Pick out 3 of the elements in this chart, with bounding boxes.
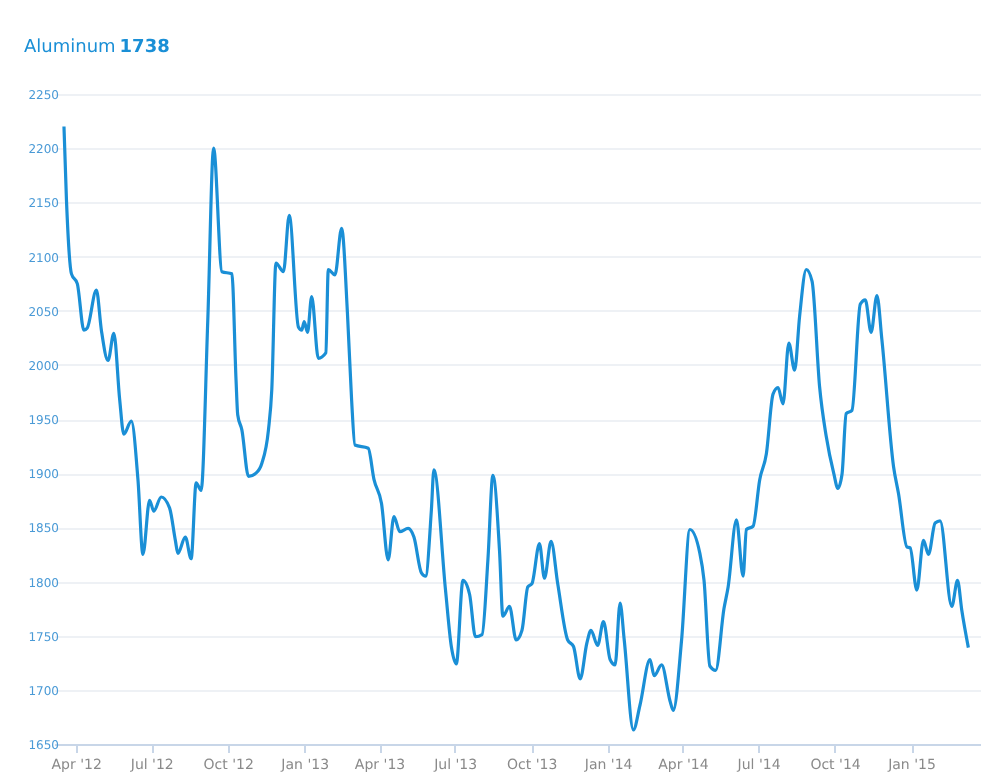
chart-subtitle: 1738 [119, 38, 170, 58]
chart-title: Aluminum [24, 38, 116, 58]
line-series [62, 124, 970, 732]
